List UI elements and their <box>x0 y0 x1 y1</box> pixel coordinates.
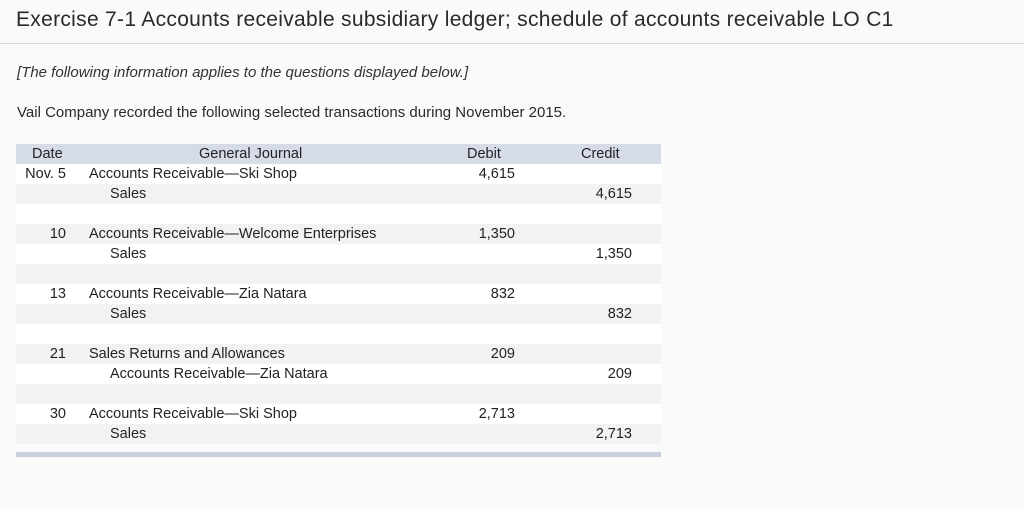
header-general-journal: General Journal <box>199 146 303 162</box>
journal-header-row: Date General Journal Debit Credit <box>16 144 661 164</box>
debit-account: Accounts Receivable—Ski Shop <box>89 166 297 182</box>
debit-amount: 832 <box>490 286 515 302</box>
journal-entry-debit-row: 30 Accounts Receivable—Ski Shop 2,713 <box>16 404 661 424</box>
debit-account: Accounts Receivable—Ski Shop <box>89 406 297 422</box>
credit-amount: 2,713 <box>595 426 632 442</box>
credit-amount: 832 <box>607 306 632 322</box>
debit-amount: 209 <box>490 346 515 362</box>
credit-account: Accounts Receivable—Zia Natara <box>110 366 328 382</box>
journal-entry-debit-row: Nov. 5 Accounts Receivable—Ski Shop 4,615 <box>16 164 661 184</box>
debit-account: Accounts Receivable—Welcome Enterprises <box>89 226 377 242</box>
entry-date: 13 <box>49 286 66 302</box>
journal-spacer-row <box>16 264 661 284</box>
title-divider <box>0 43 1024 44</box>
general-journal-table: Date General Journal Debit Credit Nov. 5… <box>16 144 661 457</box>
credit-account: Sales <box>110 426 147 442</box>
header-credit: Credit <box>581 146 620 162</box>
credit-amount: 4,615 <box>595 186 632 202</box>
credit-account: Sales <box>110 246 147 262</box>
debit-amount: 4,615 <box>478 166 515 182</box>
header-debit: Debit <box>467 146 501 162</box>
journal-entry-credit-row: Accounts Receivable—Zia Natara 209 <box>16 364 661 384</box>
debit-account: Sales Returns and Allowances <box>89 346 285 362</box>
credit-amount: 1,350 <box>595 246 632 262</box>
table-bottom-bar <box>16 452 661 457</box>
credit-account: Sales <box>110 306 147 322</box>
debit-account: Accounts Receivable—Zia Natara <box>89 286 307 302</box>
journal-spacer-row <box>16 384 661 404</box>
entry-date: 30 <box>49 406 66 422</box>
journal-entry-credit-row: Sales 1,350 <box>16 244 661 264</box>
credit-account: Sales <box>110 186 147 202</box>
debit-amount: 2,713 <box>478 406 515 422</box>
journal-entry-debit-row: 21 Sales Returns and Allowances 209 <box>16 344 661 364</box>
credit-amount: 209 <box>607 366 632 382</box>
journal-entry-credit-row: Sales 832 <box>16 304 661 324</box>
journal-spacer-row <box>16 204 661 224</box>
intro-note: [The following information applies to th… <box>17 64 469 81</box>
problem-description: Vail Company recorded the following sele… <box>17 104 567 121</box>
entry-date: 10 <box>49 226 66 242</box>
debit-amount: 1,350 <box>478 226 515 242</box>
journal-entry-debit-row: 10 Accounts Receivable—Welcome Enterprise… <box>16 224 661 244</box>
journal-body: Nov. 5 Accounts Receivable—Ski Shop 4,615 S… <box>16 164 661 444</box>
entry-date: Nov. 5 <box>25 166 66 182</box>
journal-entry-credit-row: Sales 4,615 <box>16 184 661 204</box>
header-date: Date <box>32 146 63 162</box>
entry-date: 21 <box>49 346 66 362</box>
journal-entry-debit-row: 13 Accounts Receivable—Zia Natara 832 <box>16 284 661 304</box>
exercise-title: Exercise 7-1 Accounts receivable subsidi… <box>16 8 894 31</box>
journal-spacer-row <box>16 324 661 344</box>
journal-entry-credit-row: Sales 2,713 <box>16 424 661 444</box>
